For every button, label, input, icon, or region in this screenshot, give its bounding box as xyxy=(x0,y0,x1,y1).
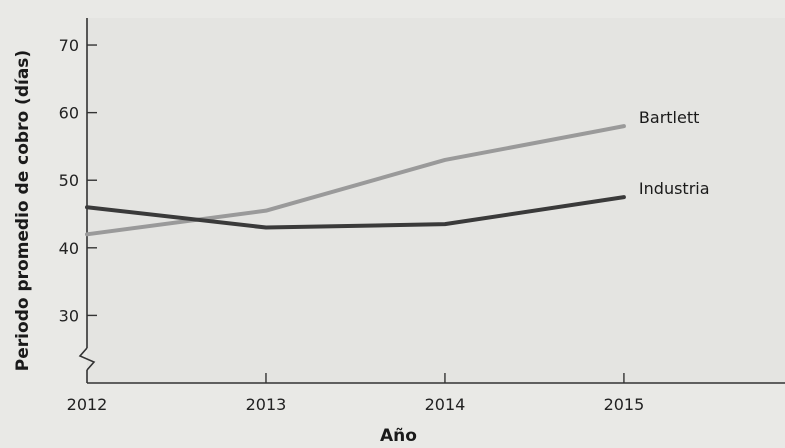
series-layer xyxy=(85,124,626,237)
x-tick-label: 2015 xyxy=(604,395,645,414)
axes: 30 40 50 60 70 2012 2013 2014 2015 xyxy=(59,18,785,414)
y-tick-label: 40 xyxy=(59,239,79,258)
series-label-bartlett: Bartlett xyxy=(639,108,699,127)
series-label-industria: Industria xyxy=(639,179,710,198)
y-tick-label: 30 xyxy=(59,306,79,325)
x-tick-label: 2012 xyxy=(67,395,108,414)
plot-background xyxy=(87,18,785,383)
label-layer: Bartlett Industria xyxy=(639,108,710,198)
x-tick-label: 2013 xyxy=(246,395,287,414)
x-tick-label: 2014 xyxy=(425,395,466,414)
series-line-bartlett xyxy=(85,124,626,237)
y-axis-break xyxy=(78,347,96,371)
y-tick-label: 60 xyxy=(59,104,79,123)
y-tick-label: 50 xyxy=(59,171,79,190)
y-axis-title: Periodo promedio de cobro (días) xyxy=(13,50,33,371)
y-tick-label: 70 xyxy=(59,36,79,55)
x-axis-title: Año xyxy=(380,426,417,446)
series-line-industria xyxy=(85,195,626,230)
plot-area xyxy=(87,18,785,383)
